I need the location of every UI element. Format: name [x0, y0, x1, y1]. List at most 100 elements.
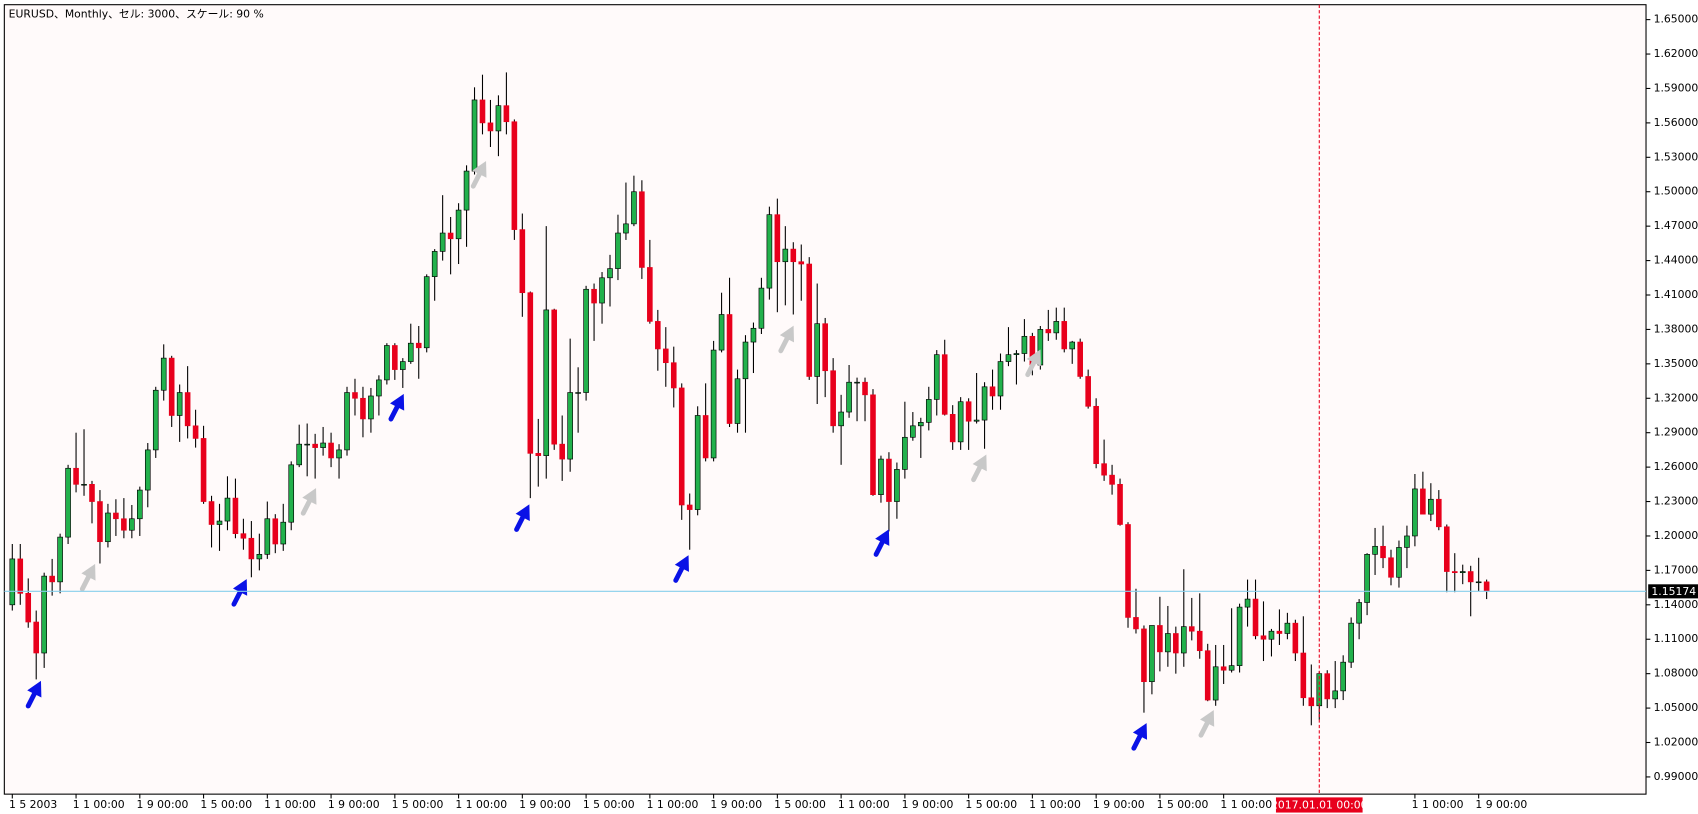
candle-body: [1196, 630, 1203, 652]
candle-body: [1109, 474, 1115, 485]
x-tick-label: 1 1 00:00: [455, 798, 507, 811]
candle-body: [910, 425, 916, 438]
candle-body: [495, 105, 502, 132]
candle-body: [678, 387, 685, 506]
candle-body: [415, 342, 422, 349]
y-tick-label: 1.65000: [1654, 13, 1698, 26]
candle-body: [1404, 535, 1410, 548]
candle-body: [583, 288, 589, 393]
candle-body: [782, 248, 789, 263]
candle-body: [407, 342, 414, 362]
candle-body: [591, 288, 597, 304]
candle-body: [184, 392, 191, 427]
candle-body: [1212, 666, 1219, 701]
candle-body: [1077, 341, 1083, 377]
candle-body: [144, 449, 151, 491]
candle-body: [702, 415, 709, 459]
candle-body: [1236, 606, 1243, 666]
candle-body: [400, 361, 406, 370]
candle-body: [176, 392, 183, 416]
candle-body: [599, 277, 605, 304]
candle-body: [1085, 376, 1091, 407]
candle-body: [352, 392, 358, 399]
candle-body: [232, 497, 239, 534]
candle-body: [854, 381, 860, 384]
candle-body: [1069, 341, 1076, 350]
candle-body: [1380, 545, 1386, 559]
crosshair-label: 2017.01.01 00:00: [1271, 799, 1368, 812]
candle-body: [137, 489, 143, 520]
candle-body: [567, 392, 573, 460]
y-tick-label: 1.23000: [1654, 495, 1698, 508]
candle-body: [1101, 463, 1107, 476]
candle-body: [822, 323, 828, 372]
candle-body: [41, 575, 47, 654]
x-tick-label: 1 5 00:00: [200, 798, 252, 811]
candle-body: [790, 248, 797, 263]
candle-body: [439, 232, 446, 252]
candle-body: [1428, 498, 1434, 515]
candle-body: [431, 251, 438, 277]
candle-body: [989, 386, 996, 397]
candle-body: [312, 443, 318, 448]
candle-body: [57, 536, 63, 583]
candle-body: [1173, 633, 1179, 654]
candle-body: [487, 122, 494, 132]
candle-body: [384, 345, 390, 381]
candles: [9, 72, 1490, 726]
candle-body: [559, 443, 565, 460]
candle-body: [655, 321, 661, 350]
y-tick-label: 0.99000: [1654, 770, 1698, 783]
candle-body: [933, 354, 940, 400]
y-tick-label: 1.14000: [1654, 598, 1698, 611]
candle-body: [838, 411, 844, 427]
candle-body: [216, 520, 223, 525]
x-tick-label: 1 5 00:00: [965, 798, 1017, 811]
candle-body: [918, 422, 924, 427]
candle-body: [1459, 571, 1466, 574]
candle-body: [1324, 673, 1331, 700]
candle-body: [1244, 598, 1251, 608]
candle-body: [1348, 622, 1354, 663]
candle-body: [806, 263, 813, 377]
candle-body: [1165, 633, 1171, 653]
x-tick-label: 1 9 00:00: [710, 798, 762, 811]
x-tick-label: 1 9 00:00: [328, 798, 380, 811]
candle-body: [615, 232, 621, 269]
candle-body: [1388, 557, 1394, 578]
candle-body: [208, 501, 215, 525]
candle-body: [248, 537, 255, 560]
x-tick-label: 1 1 00:00: [73, 798, 125, 811]
y-tick-label: 1.05000: [1654, 701, 1698, 714]
y-tick-label: 1.44000: [1654, 254, 1698, 267]
candle-body: [17, 558, 24, 594]
candle-body: [272, 518, 279, 545]
candle-body: [1356, 602, 1362, 624]
candle-body: [1268, 630, 1275, 640]
x-tick-label: 1 1 00:00: [1029, 798, 1081, 811]
y-tick-label: 1.29000: [1654, 426, 1698, 439]
candle-body: [360, 397, 366, 420]
candle-body: [1053, 321, 1060, 334]
candle-body: [925, 399, 932, 423]
candle-body: [392, 345, 398, 370]
candle-body: [1125, 524, 1131, 618]
candle-body: [479, 99, 486, 124]
candle-body: [240, 533, 247, 539]
candle-body: [328, 442, 334, 459]
y-tick-label: 1.56000: [1654, 116, 1698, 129]
candle-body: [1141, 628, 1147, 683]
x-tick-label: 1 9 00:00: [519, 798, 571, 811]
candle-body: [1436, 498, 1442, 528]
candle-body: [25, 593, 32, 623]
candle-body: [527, 292, 534, 454]
candle-body: [1284, 622, 1291, 634]
y-tick-label: 1.11000: [1654, 632, 1698, 645]
candle-body: [639, 191, 645, 268]
candle-body: [981, 386, 988, 421]
y-tick-label: 1.32000: [1654, 391, 1698, 404]
candle-body: [447, 232, 454, 240]
